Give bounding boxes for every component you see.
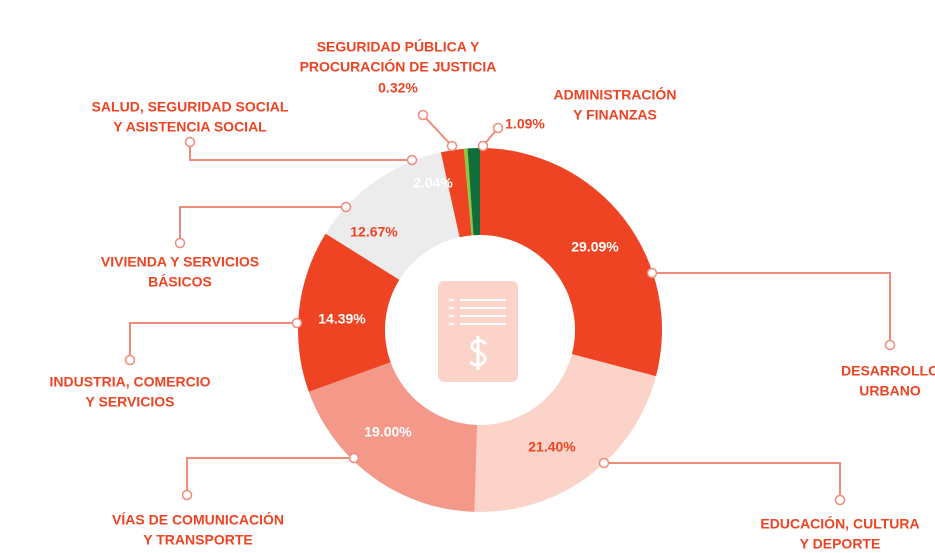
value-label: 1.09% (505, 116, 545, 132)
donut-segment (325, 152, 460, 280)
value-label: 21.40% (528, 439, 576, 455)
leader-dot (446, 140, 458, 152)
category-label: VÍAS DE COMUNICACIÓN (112, 511, 284, 528)
category-label: Y DEPORTE (800, 536, 881, 552)
value-label: 0.32% (378, 80, 418, 96)
category-label: BÁSICOS (148, 274, 212, 290)
leader-dot (417, 109, 429, 121)
leader-dot (340, 201, 352, 213)
leader-dot (477, 140, 489, 152)
category-label: VIVIENDA Y SERVICIOS (101, 254, 259, 270)
leader-dot (834, 494, 846, 506)
donut-segment (440, 148, 472, 238)
donut-segment (297, 233, 400, 392)
leader-line (189, 142, 412, 161)
leader-line (186, 457, 354, 495)
donut-segment (308, 362, 478, 512)
donut-segment (467, 148, 480, 236)
leader-dot (184, 136, 196, 148)
leader-dot (174, 237, 186, 249)
leader-dot (181, 489, 193, 501)
category-label: URBANO (859, 383, 921, 399)
category-label: SALUD, SEGURIDAD SOCIAL (92, 99, 289, 115)
leader-dot (884, 339, 896, 351)
leader-dot (291, 317, 303, 329)
leader-dot (348, 452, 360, 464)
leader-dot (646, 267, 658, 279)
category-label: EDUCACIÓN, CULTURA (760, 515, 919, 532)
donut-segment (474, 354, 657, 512)
category-label: SEGURIDAD PÚBLICA Y (317, 38, 480, 55)
leader-line (422, 114, 453, 147)
value-label: 14.39% (318, 311, 366, 327)
category-label: Y ASISTENCIA SOCIAL (113, 119, 267, 135)
category-label: INDUSTRIA, COMERCIO (50, 374, 211, 390)
donut-segment (463, 148, 474, 236)
leader-line (179, 206, 346, 243)
leader-dot (124, 354, 136, 366)
value-label: 12.67% (350, 224, 398, 240)
center-icon (438, 281, 518, 382)
value-label: 19.00% (364, 424, 412, 440)
leader-line (652, 272, 891, 345)
leader-dot (598, 457, 610, 469)
category-label: ADMINISTRACIÓN (554, 86, 677, 103)
value-label: 29.09% (571, 239, 619, 255)
leader-line (604, 462, 841, 500)
category-label: Y TRANSPORTE (143, 532, 252, 548)
donut-segment (480, 148, 662, 377)
leader-line (129, 322, 297, 360)
leader-dot (406, 154, 418, 166)
category-label: DESARROLLO (841, 363, 935, 379)
category-label: Y SERVICIOS (86, 394, 175, 410)
leader-dot (492, 122, 504, 134)
value-label: 2.04% (413, 175, 453, 191)
category-label: Y FINANZAS (573, 107, 657, 123)
category-label: PROCURACIÓN DE JUSTICIA (300, 58, 497, 75)
